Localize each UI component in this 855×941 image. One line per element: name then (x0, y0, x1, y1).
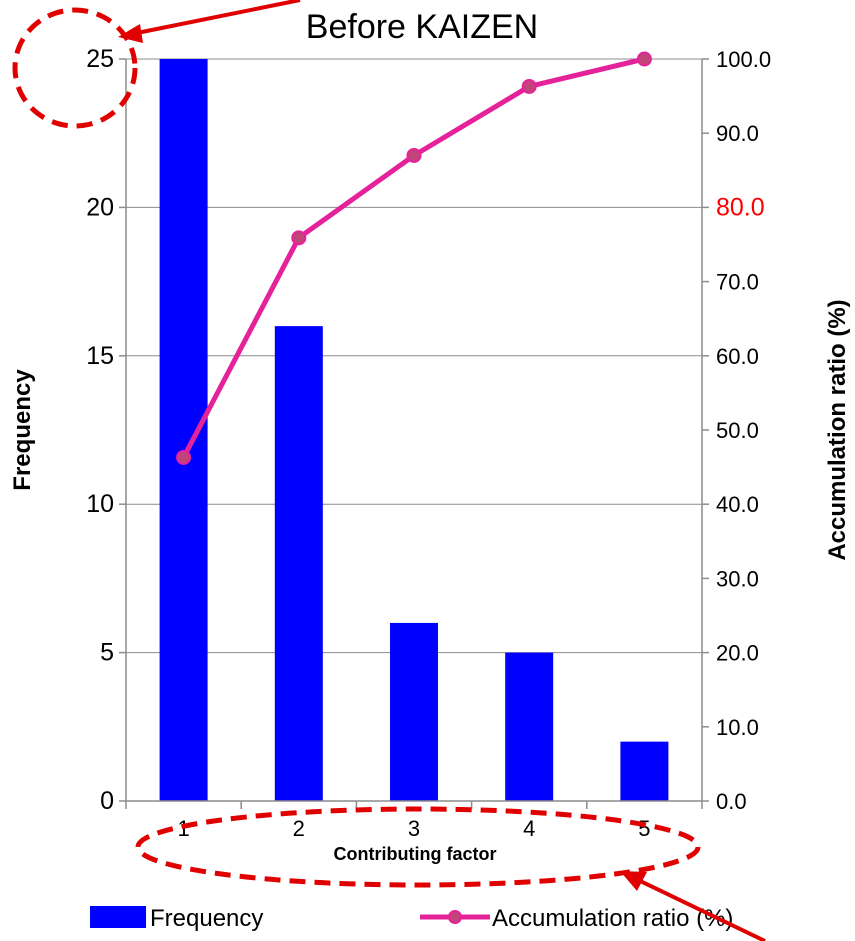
y2-tick-label: 100.0 (716, 47, 771, 72)
x-axis-title: Contributing factor (334, 844, 497, 864)
legend-label-accumulation: Accumulation ratio (%) (492, 905, 733, 932)
y2-axis-ticks: 0.0 10.0 20.0 30.0 40.0 50.0 60.0 70.0 80.0 90.0 1… (702, 47, 771, 814)
annotations (12, 0, 766, 941)
y2-axis-title: Accumulation ratio (%) (824, 299, 851, 560)
y2-tick-label: 40.0 (716, 492, 759, 517)
accumulation-point-5 (636, 51, 652, 67)
legend-swatch-accumulation-marker (448, 910, 462, 924)
accumulation-point-2 (291, 230, 307, 246)
x-tick-label: 4 (523, 816, 535, 841)
y2-tick-label: 60.0 (716, 344, 759, 369)
y-axis-ticks: 0 5 10 15 20 25 (86, 45, 126, 815)
y-tick-label: 10 (86, 490, 114, 518)
accumulation-point-4 (521, 78, 537, 94)
gridlines (126, 58, 702, 654)
arrow-head-top-icon (118, 24, 143, 43)
y-axis-title: Frequency (9, 369, 36, 491)
accumulation-point-3 (406, 147, 422, 163)
y-tick-label: 15 (86, 342, 114, 370)
y2-tick-label: 50.0 (716, 418, 759, 443)
y2-tick-label: 70.0 (716, 270, 759, 295)
accumulation-point-1 (176, 449, 192, 465)
chart-title: Before KAIZEN (306, 8, 538, 46)
legend-label-frequency: Frequency (150, 905, 263, 932)
y2-tick-label: 30.0 (716, 566, 759, 591)
bar-series (159, 59, 669, 801)
y2-tick-label-highlight: 80.0 (716, 193, 765, 221)
y-tick-label: 20 (86, 193, 114, 221)
y2-tick-label: 90.0 (716, 121, 759, 146)
bar-4 (505, 652, 554, 801)
arrow-shaft-top (131, 0, 301, 36)
legend: Frequency Accumulation ratio (%) (90, 905, 733, 932)
arrow-head-bottom-icon (620, 871, 647, 891)
x-tick-label: 3 (408, 816, 420, 841)
y2-tick-label: 0.0 (716, 789, 747, 814)
arrow-shaft-bottom (633, 876, 766, 941)
accumulation-line (181, 56, 645, 459)
bar-3 (390, 622, 438, 801)
line-series (176, 51, 652, 465)
highlight-ellipse-y-max (12, 7, 138, 129)
bar-5 (620, 741, 669, 801)
y-tick-label: 25 (86, 45, 114, 73)
legend-swatch-frequency (90, 906, 146, 928)
x-tick-label: 2 (293, 816, 305, 841)
y2-tick-label: 10.0 (716, 715, 759, 740)
y-tick-label: 0 (100, 787, 114, 815)
y2-tick-label: 20.0 (716, 641, 759, 666)
highlight-ellipse-x-categories (135, 806, 701, 888)
y-tick-label: 5 (100, 639, 114, 667)
bar-2 (274, 326, 323, 801)
x-tick-label: 5 (638, 816, 650, 841)
